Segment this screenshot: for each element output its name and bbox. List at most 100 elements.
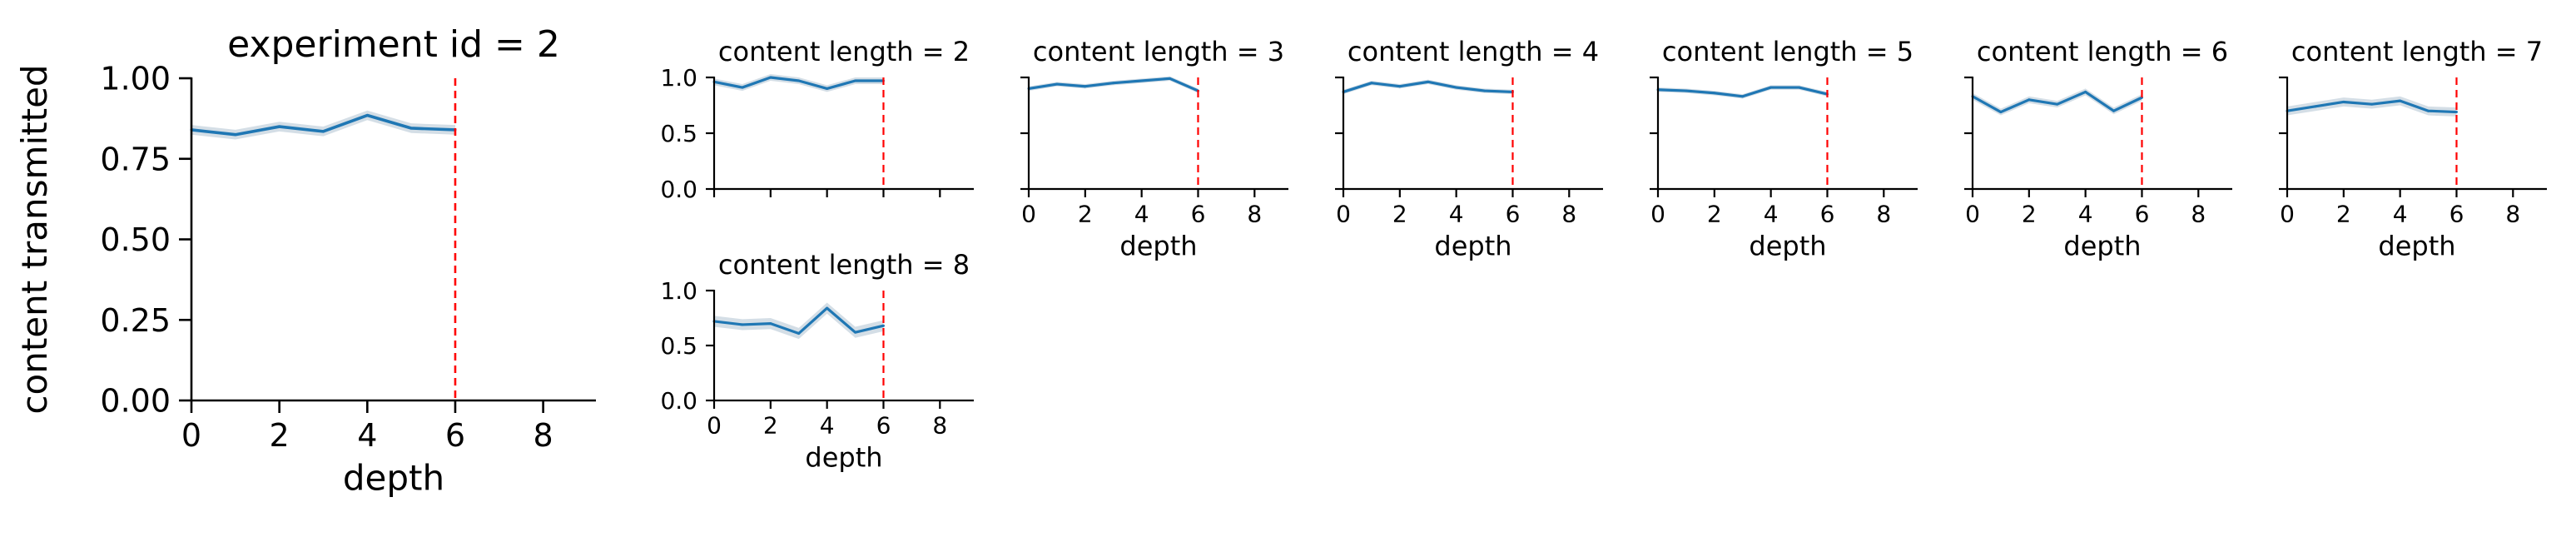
data-point <box>1713 92 1716 95</box>
x-tick-label: 8 <box>534 417 553 454</box>
panel-title: content length = 5 <box>1662 36 1913 67</box>
x-tick-label: 6 <box>1820 200 1835 227</box>
y-tick-label: 0.0 <box>660 176 697 203</box>
data-point <box>1455 86 1458 89</box>
y-tick-label: 0.5 <box>660 120 697 147</box>
y-tick-label: 0.25 <box>100 302 171 339</box>
panel-content-length-5: content length = 5 depth 0 2 4 6 8 <box>1650 36 1918 261</box>
x-tick-label: 4 <box>2078 200 2093 227</box>
y-tick-label: 1.00 <box>100 61 171 97</box>
data-point <box>2112 109 2116 112</box>
x-tick-label: 4 <box>820 411 835 439</box>
x-axis-label: depth <box>805 441 882 473</box>
data-point <box>2084 90 2087 93</box>
data-point <box>741 86 744 89</box>
y-tick-label: 0.00 <box>100 383 171 420</box>
data-point <box>797 331 801 335</box>
data-point <box>797 79 801 82</box>
data-point <box>2028 98 2031 102</box>
x-tick-label: 0 <box>181 417 201 454</box>
x-tick-label: 2 <box>1078 200 1093 227</box>
data-point <box>1427 80 1430 83</box>
panel-content-length-4: content length = 4 depth 0 2 4 6 8 <box>1335 36 1603 261</box>
x-axis-label: depth <box>343 457 444 498</box>
data-point <box>1398 85 1402 88</box>
x-tick-label: 2 <box>763 411 778 439</box>
data-point <box>1769 86 1773 89</box>
x-tick-label: 2 <box>2022 200 2037 227</box>
panel-title: content length = 7 <box>2291 36 2543 67</box>
x-tick-label: 4 <box>1764 200 1779 227</box>
data-point <box>854 79 857 82</box>
panel-title: content length = 4 <box>1348 36 1599 67</box>
x-tick-label: 8 <box>2191 200 2206 227</box>
data-point <box>1370 82 1373 85</box>
x-axis-label: depth <box>1434 230 1511 261</box>
panel-title: content length = 6 <box>1977 36 2228 67</box>
x-tick-label: 8 <box>1876 200 1891 227</box>
data-point <box>321 130 325 133</box>
data-point <box>1999 111 2003 114</box>
data-point <box>1798 86 1801 89</box>
panel-content-length-2: content length = 2 0.0 0.5 1.0 <box>660 36 974 203</box>
confidence-band <box>191 110 455 140</box>
panel-title: content length = 8 <box>718 249 970 281</box>
data-point <box>2342 100 2345 103</box>
x-tick-label: 8 <box>1247 200 1262 227</box>
y-tick-label: 0.0 <box>660 387 697 415</box>
data-point <box>1741 95 1745 98</box>
data-point <box>2454 111 2458 114</box>
panel-title: content length = 3 <box>1033 36 1284 67</box>
data-point <box>2370 102 2374 106</box>
x-tick-label: 0 <box>1336 200 1351 227</box>
x-axis-label: depth <box>2378 230 2455 261</box>
data-point <box>826 87 829 90</box>
y-tick-label: 0.50 <box>100 221 171 258</box>
x-tick-label: 4 <box>1449 200 1464 227</box>
panel-content-length-7: content length = 7 depth 0 2 4 6 8 <box>2279 36 2547 261</box>
x-tick-label: 0 <box>1021 200 1036 227</box>
x-tick-label: 6 <box>1191 200 1206 227</box>
y-tick-label: 0.75 <box>100 141 171 177</box>
x-tick-label: 8 <box>2505 200 2520 227</box>
data-point <box>2399 99 2402 102</box>
data-point <box>365 114 369 117</box>
y-axis-label: content transmitted <box>14 64 55 414</box>
data-point <box>1112 82 1115 85</box>
data-point <box>826 306 829 310</box>
x-tick-label: 4 <box>357 417 377 454</box>
data-point <box>769 322 772 326</box>
y-tick-label: 1.0 <box>660 64 697 92</box>
data-point <box>2314 105 2317 108</box>
x-tick-label: 2 <box>1707 200 1722 227</box>
x-tick-label: 2 <box>1392 200 1407 227</box>
x-tick-label: 6 <box>445 417 465 454</box>
data-point <box>1483 89 1487 92</box>
x-tick-label: 6 <box>2135 200 2150 227</box>
data-point <box>2056 102 2059 106</box>
x-tick-label: 8 <box>1561 200 1576 227</box>
y-tick-label: 0.5 <box>660 332 697 360</box>
x-tick-label: 4 <box>2393 200 2408 227</box>
data-point <box>1055 82 1059 86</box>
data-point <box>409 127 413 130</box>
data-point <box>1685 89 1688 92</box>
panel-title: content length = 2 <box>718 36 970 67</box>
data-point <box>769 76 772 79</box>
data-point <box>278 125 281 128</box>
data-point <box>1169 77 1172 80</box>
x-tick-label: 2 <box>2336 200 2351 227</box>
data-point <box>2427 109 2430 112</box>
panel-experiment-id-2: experiment id = 2 depth content transmit… <box>14 23 596 498</box>
x-tick-label: 0 <box>707 411 722 439</box>
x-axis-label: depth <box>2063 230 2141 261</box>
x-tick-label: 6 <box>2449 200 2464 227</box>
x-axis-label: depth <box>1749 230 1826 261</box>
y-tick-label: 1.0 <box>660 277 697 305</box>
panel-content-length-3: content length = 3 depth 0 2 4 6 8 <box>1020 36 1288 261</box>
data-point <box>881 324 885 327</box>
panel-content-length-6: content length = 6 depth 0 2 4 6 8 <box>1964 36 2232 261</box>
x-tick-label: 4 <box>1134 200 1149 227</box>
